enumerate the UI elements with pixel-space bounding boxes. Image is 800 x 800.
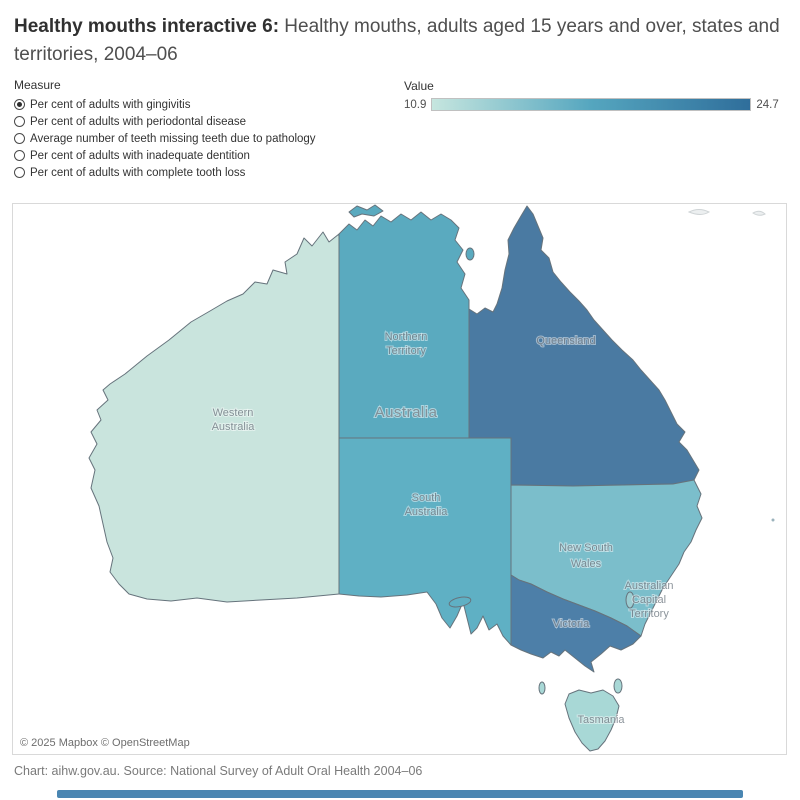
label-new-south-wales: New South [559,542,613,554]
region-australian-capital-territory[interactable] [625,591,635,609]
faint-coastline [752,210,766,216]
label-tasmania: Tasmania [577,714,625,726]
label-act: Territory [629,608,669,620]
region-victoria[interactable] [510,574,642,673]
map-attribution[interactable]: © 2025 Mapbox © OpenStreetMap [13,734,200,754]
measure-radio-group: Measure Per cent of adults with gingivit… [14,78,394,181]
australia-choropleth-map: Western Australia Northern Territory Aus… [88,204,775,752]
label-new-south-wales: Wales [571,558,602,570]
label-south-australia: Australia [405,506,449,518]
radio-button-icon[interactable] [14,99,25,110]
page-title: Healthy mouths interactive 6: Healthy mo… [14,13,786,69]
measure-option-label: Per cent of adults with gingivitis [30,98,191,111]
measure-option-label: Per cent of adults with periodontal dise… [30,115,247,128]
label-south-australia: South [412,492,441,504]
region-king-island[interactable] [538,681,546,695]
radio-button-icon[interactable] [14,133,25,144]
map-panel: Western Australia Northern Territory Aus… [12,203,787,755]
small-island-dot [771,518,775,522]
label-act: Australian [625,580,674,592]
label-northern-territory: Northern [385,331,428,343]
label-act: Capital [632,594,666,606]
measure-option-gingivitis[interactable]: Per cent of adults with gingivitis [14,96,394,113]
label-victoria: Victoria [553,618,590,630]
label-australia: Australia [375,404,438,421]
region-northern-territory[interactable] [338,211,470,439]
region-flinders-island[interactable] [613,678,623,694]
label-western-australia: Western [213,407,254,419]
region-queensland[interactable] [468,205,700,487]
measure-option-label: Average number of teeth missing teeth du… [30,132,316,145]
legend-gradient [431,98,752,111]
measure-option-tooth-loss[interactable]: Per cent of adults with complete tooth l… [14,164,394,181]
label-queensland: Queensland [536,335,595,347]
horizontal-scrollbar[interactable] [57,790,743,798]
measure-option-periodontal[interactable]: Per cent of adults with periodontal dise… [14,113,394,130]
region-kangaroo-island[interactable] [448,595,472,608]
measure-option-inadequate-dentition[interactable]: Per cent of adults with inadequate denti… [14,147,394,164]
source-caption: Chart: aihw.gov.au. Source: National Sur… [14,764,423,778]
label-western-australia: Australia [212,421,256,433]
color-legend: Value 10.9 24.7 [404,79,779,111]
legend-title: Value [404,79,434,93]
region-tasmania[interactable] [564,689,620,752]
label-northern-territory: Territory [386,345,426,357]
measure-option-missing-teeth[interactable]: Average number of teeth missing teeth du… [14,130,394,147]
radio-button-icon[interactable] [14,116,25,127]
radio-button-icon[interactable] [14,150,25,161]
measure-option-label: Per cent of adults with complete tooth l… [30,166,246,179]
page-title-bold: Healthy mouths interactive 6: [14,16,280,37]
legend-max-value: 24.7 [756,98,779,111]
radio-button-icon[interactable] [14,167,25,178]
legend-min-value: 10.9 [404,98,427,111]
page-title-rest: Healthy mouths, adults aged 15 years and… [14,16,780,65]
region-western-australia[interactable] [88,231,340,603]
region-melville-island[interactable] [348,204,384,218]
measure-group-label: Measure [14,78,61,92]
region-south-australia[interactable] [338,437,512,646]
faint-coastline [687,209,711,215]
measure-option-label: Per cent of adults with inadequate denti… [30,149,250,162]
region-groote-eylandt[interactable] [465,247,475,261]
